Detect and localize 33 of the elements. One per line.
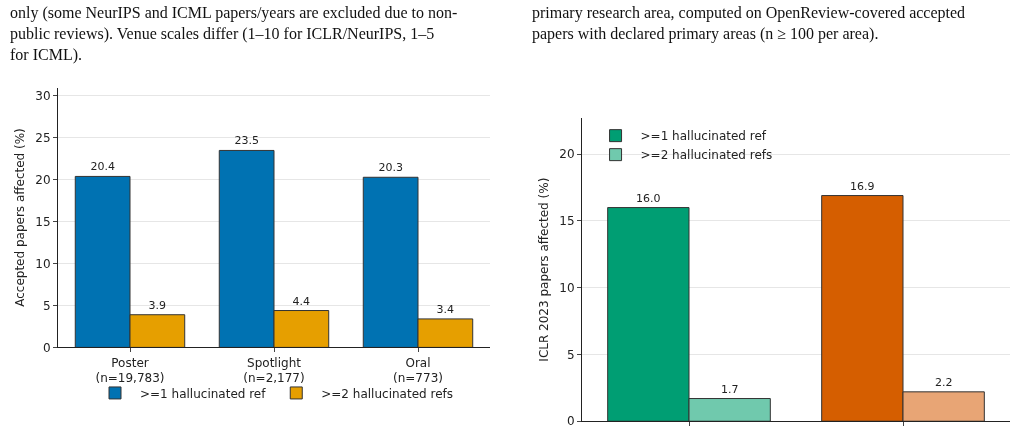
data-label: 2.2 [934,375,953,389]
data-label: 20.3 [378,161,403,175]
legend-label: >=1 hallucinated ref [140,386,267,401]
x-tick-label: Oral (n=773) [393,355,443,386]
data-label: 1.7 [720,382,739,396]
data-label: 4.4 [292,294,311,308]
x-tick-label: Poster (n=19,783) [95,355,165,386]
text: primary research area, computed on OpenReview-covered accepted papers with declared primary areas (n ≥ 100 per area). [532,4,966,43]
y-tick-label: 15 [35,214,51,229]
y-tick-label: 30 [35,89,51,104]
data-label: 16.0 [636,191,661,205]
legend-label: >=2 hallucinated refs [321,386,453,401]
y-tick-label: 5 [566,347,575,362]
data-label: 3.9 [148,298,167,312]
y-tick-label: 5 [42,298,51,313]
data-label: 16.9 [850,179,875,193]
y-axis-title: Accepted papers affected (%) [12,128,27,307]
x-tick-label: Spotlight (n=2,177) [243,355,305,386]
legend-label: >=1 hallucinated ref [640,129,767,144]
y-tick-label: 20 [35,172,51,187]
y-tick-label: 20 [559,147,575,162]
y-tick-label: 0 [566,414,575,429]
y-axis-title: ICLR 2023 papers affected (%) [536,177,551,362]
y-tick-label: 10 [35,256,51,271]
data-label: 3.4 [436,302,455,316]
text: only (some NeurIPS and ICML papers/years are excluded due to non-public reviews). Venue scales differ (1–10 for ICLR/NeurIPS, 1–5 for ICML). [10,4,458,64]
y-tick-label: 15 [559,214,575,229]
y-tick-label: 25 [35,131,51,146]
data-label: 23.5 [234,134,259,148]
legend-label: >=2 hallucinated refs [640,148,773,163]
data-label: 20.4 [90,160,115,174]
y-tick-label: 10 [559,280,575,295]
y-tick-label: 0 [42,340,51,355]
